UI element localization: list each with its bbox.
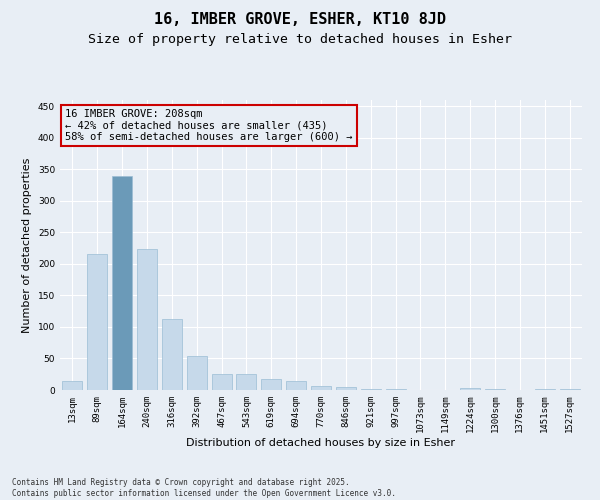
Y-axis label: Number of detached properties: Number of detached properties bbox=[22, 158, 32, 332]
Bar bbox=[162, 319, 182, 390]
Text: Size of property relative to detached houses in Esher: Size of property relative to detached ho… bbox=[88, 32, 512, 46]
Bar bbox=[460, 388, 480, 390]
Bar bbox=[535, 388, 554, 390]
Text: Contains HM Land Registry data © Crown copyright and database right 2025.
Contai: Contains HM Land Registry data © Crown c… bbox=[12, 478, 396, 498]
X-axis label: Distribution of detached houses by size in Esher: Distribution of detached houses by size … bbox=[187, 438, 455, 448]
Bar bbox=[62, 381, 82, 390]
Bar bbox=[311, 386, 331, 390]
Bar bbox=[262, 378, 281, 390]
Bar bbox=[236, 374, 256, 390]
Bar bbox=[187, 356, 206, 390]
Text: 16, IMBER GROVE, ESHER, KT10 8JD: 16, IMBER GROVE, ESHER, KT10 8JD bbox=[154, 12, 446, 28]
Bar bbox=[137, 250, 157, 390]
Bar bbox=[361, 388, 380, 390]
Bar bbox=[286, 381, 306, 390]
Bar bbox=[88, 254, 107, 390]
Bar bbox=[112, 176, 132, 390]
Bar bbox=[212, 374, 232, 390]
Text: 16 IMBER GROVE: 208sqm
← 42% of detached houses are smaller (435)
58% of semi-de: 16 IMBER GROVE: 208sqm ← 42% of detached… bbox=[65, 108, 353, 142]
Bar bbox=[336, 387, 356, 390]
